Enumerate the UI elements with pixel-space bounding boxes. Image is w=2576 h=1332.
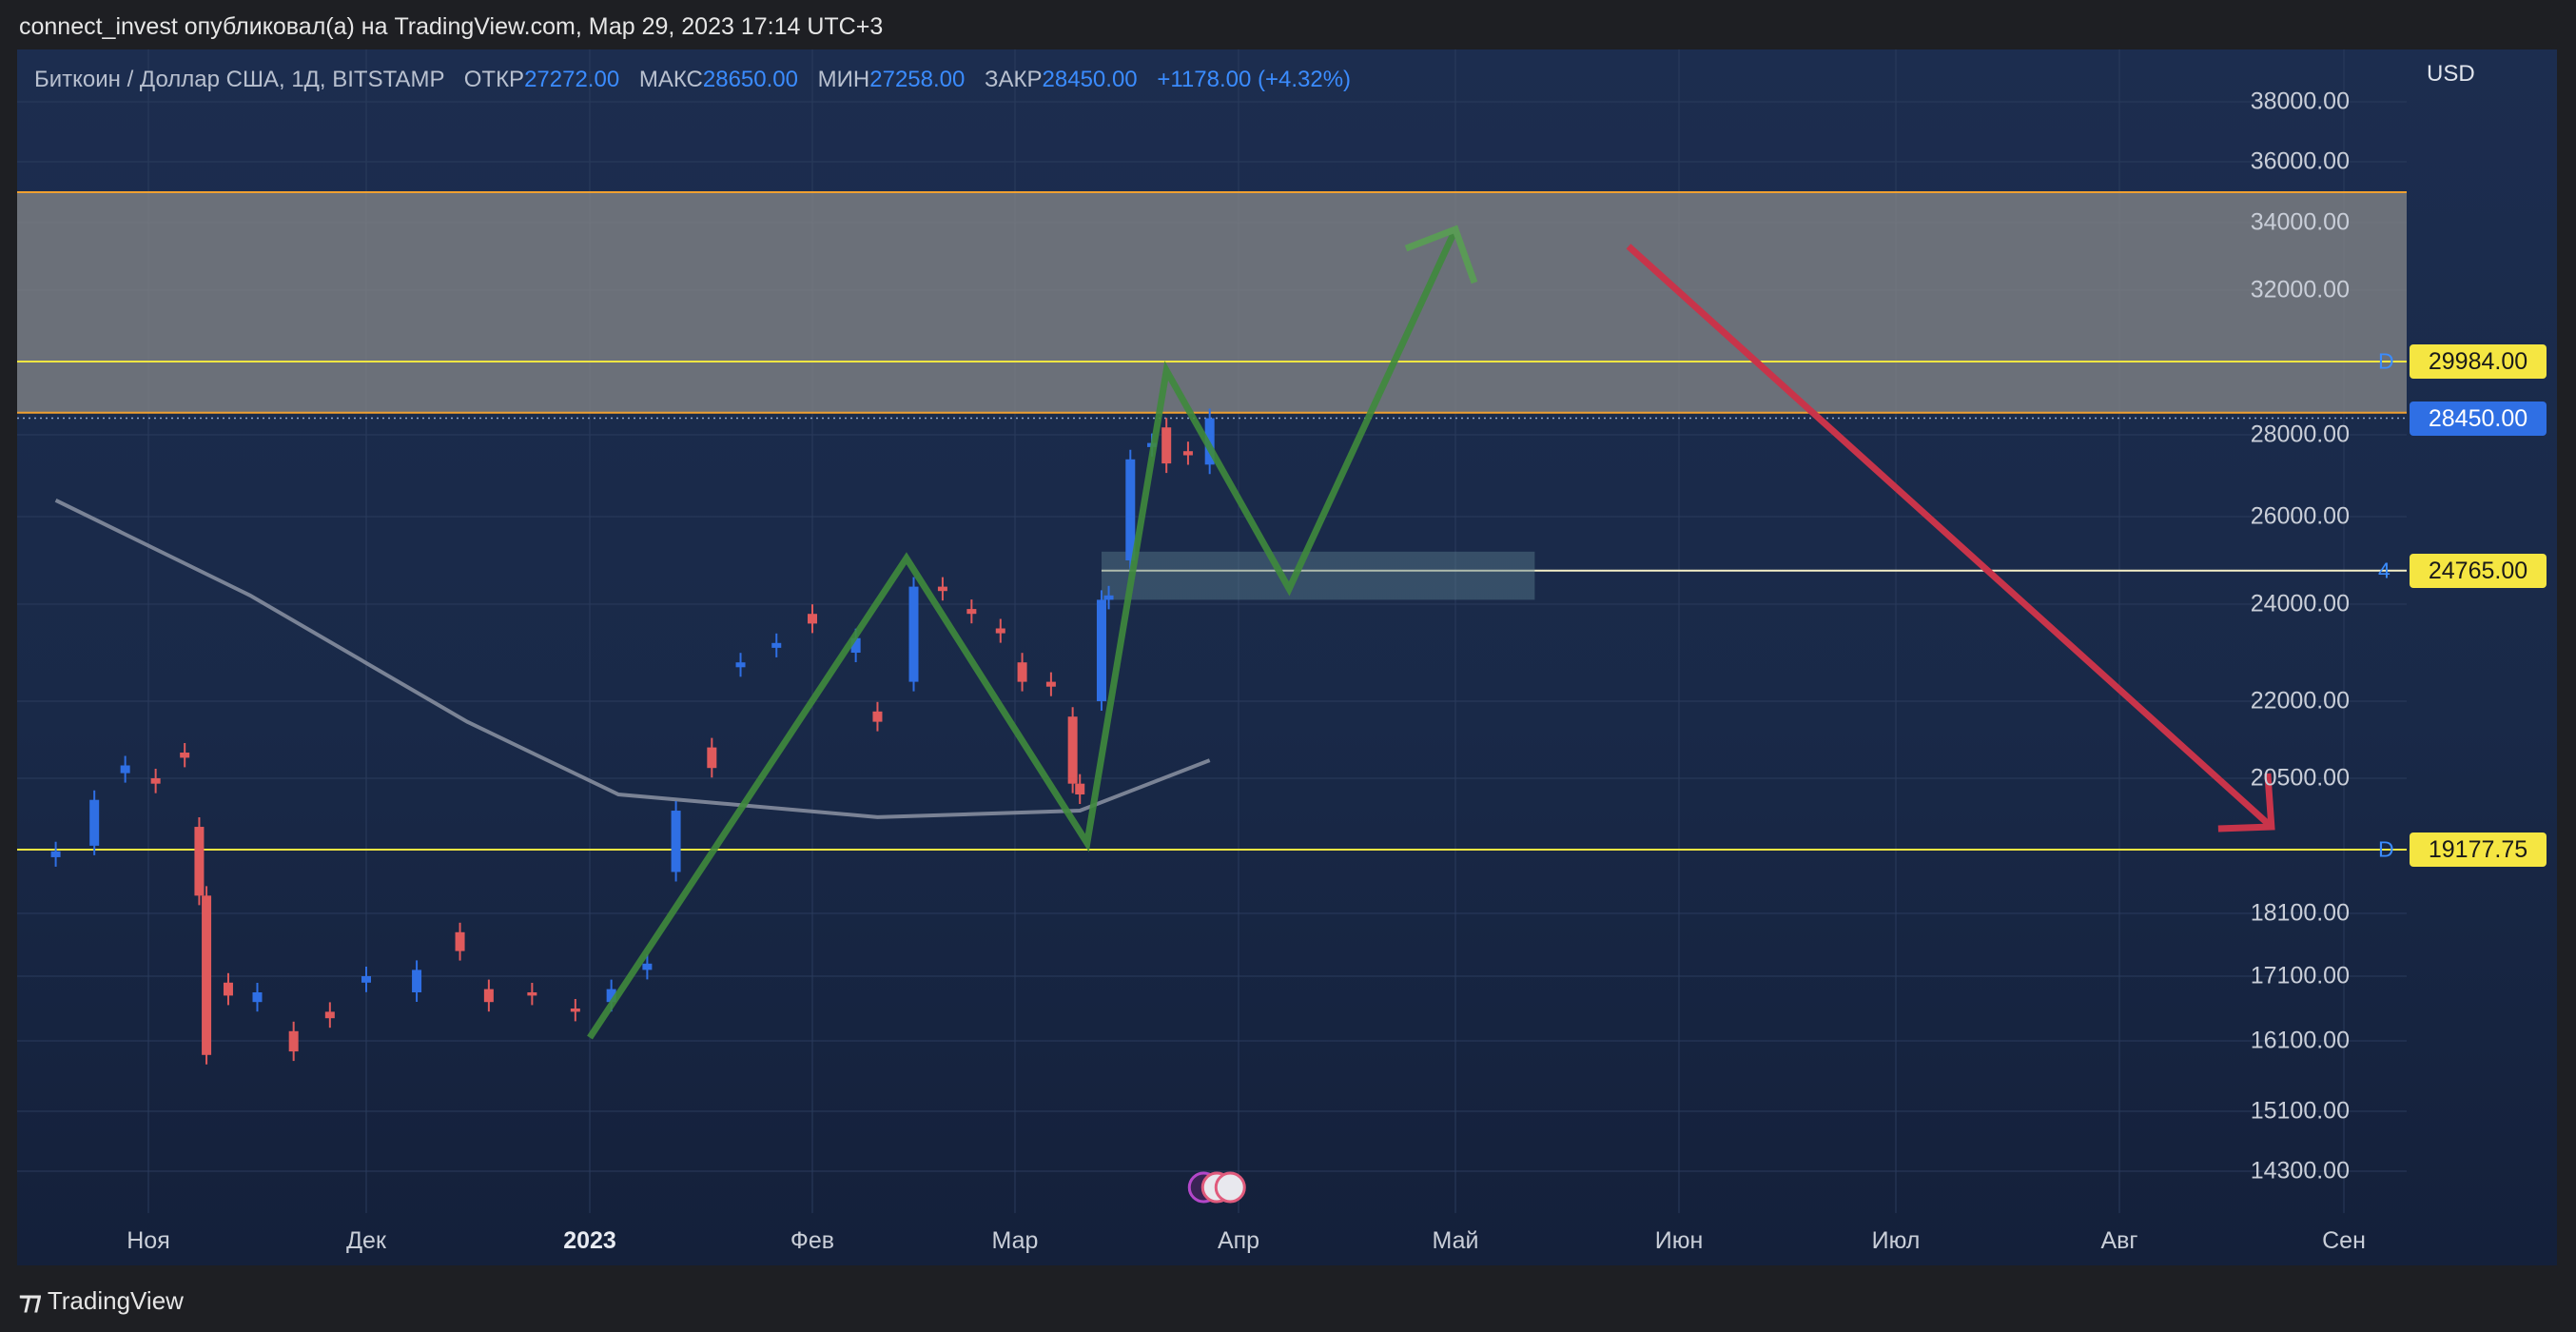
- forecast-path-green: [587, 227, 1459, 1040]
- time-tick-label: 2023: [563, 1227, 616, 1254]
- price-tick-label: 16100.00: [2250, 1027, 2350, 1054]
- price-tick-label: 28000.00: [2250, 421, 2350, 448]
- tradingview-logo-icon: ⁊⁊: [19, 1286, 42, 1315]
- candle-body: [483, 989, 494, 1003]
- candle-body: [872, 711, 883, 722]
- candle-body: [412, 970, 422, 992]
- time-tick-label: Июн: [1654, 1227, 1704, 1254]
- time-tick-label: Дек: [346, 1227, 386, 1254]
- price-tag: 24765.00: [2410, 553, 2547, 588]
- time-tick-label: Май: [1432, 1227, 1479, 1254]
- close-label: ЗАКР: [985, 67, 1043, 92]
- candle-body: [966, 609, 977, 615]
- publisher-caption: connect_invest опубликовал(а) на Trading…: [19, 13, 884, 40]
- symbol-title: Биткоин / Доллар США, 1Д, BITSTAMP: [34, 67, 445, 92]
- price-tick-label: 34000.00: [2250, 208, 2350, 236]
- time-tick-label: Ноя: [127, 1227, 170, 1254]
- candle-body: [202, 895, 212, 1055]
- forecast-arrow-red: [1626, 244, 2274, 830]
- resistance-zone: [17, 192, 2407, 413]
- candle-body: [1125, 459, 1136, 560]
- low-label: МИН: [817, 67, 870, 92]
- low-value: 27258.00: [869, 67, 966, 92]
- candle-body: [707, 747, 717, 769]
- footer-brand: TradingView: [47, 1286, 184, 1315]
- candle-body: [455, 931, 465, 951]
- us-flag-icon: [1214, 1171, 1246, 1204]
- forecast-arrowhead-green: [1404, 225, 1478, 284]
- candle-body: [150, 778, 161, 784]
- time-tick-label: Авг: [2100, 1227, 2138, 1254]
- candle-body: [180, 753, 190, 758]
- candle-body: [223, 982, 233, 996]
- price-tick-label: 26000.00: [2250, 502, 2350, 530]
- candle-body: [50, 851, 61, 857]
- candle-body: [642, 963, 653, 970]
- candle-body: [735, 662, 746, 668]
- price-tag: 19177.75: [2410, 832, 2547, 867]
- candle-body: [850, 637, 861, 653]
- forecast-arrowhead-red: [2217, 773, 2275, 832]
- candle-body: [527, 992, 537, 996]
- candle-body: [570, 1009, 580, 1012]
- price-tick-label: 17100.00: [2250, 962, 2350, 989]
- consolidation-box: [1101, 551, 1535, 600]
- currency-label[interactable]: USD: [2427, 61, 2475, 87]
- candle-body: [1017, 662, 1027, 682]
- price-tag-letter: D: [2378, 348, 2394, 374]
- candle-body: [995, 628, 1005, 634]
- moving-average-line: [54, 499, 1211, 819]
- price-tag: 29984.00: [2410, 344, 2547, 379]
- price-tag-letter: 4: [2378, 558, 2391, 583]
- time-tick-label: Апр: [1217, 1227, 1260, 1254]
- open-label: ОТКР: [463, 67, 525, 92]
- price-tick-label: 24000.00: [2250, 590, 2350, 617]
- candle-body: [1096, 599, 1106, 701]
- time-tick-label: Мар: [991, 1227, 1039, 1254]
- price-tick-label: 18100.00: [2250, 899, 2350, 927]
- candle-body: [671, 811, 681, 872]
- candle-body: [1103, 595, 1114, 600]
- footer[interactable]: ⁊⁊ TradingView: [19, 1286, 184, 1316]
- candle-body: [194, 827, 205, 896]
- time-tick-label: Июл: [1871, 1227, 1921, 1254]
- open-value: 27272.00: [524, 67, 620, 92]
- candle-body: [288, 1030, 299, 1052]
- candle-body: [361, 976, 371, 983]
- candle-body: [324, 1011, 335, 1019]
- price-tick-label: 14300.00: [2250, 1157, 2350, 1185]
- candle-body: [908, 586, 919, 682]
- price-tick-label: 32000.00: [2250, 276, 2350, 304]
- price-tick-label: 36000.00: [2250, 147, 2350, 175]
- candle-body: [1045, 681, 1056, 687]
- candle-body: [1161, 427, 1172, 464]
- price-tag: 28450.00: [2410, 401, 2547, 436]
- candle-body: [771, 642, 782, 648]
- price-tick-label: 20500.00: [2250, 764, 2350, 792]
- candle-body: [1067, 716, 1078, 784]
- price-tag-letter: D: [2378, 836, 2394, 862]
- high-value: 28650.00: [702, 67, 798, 92]
- candle-body: [937, 586, 947, 592]
- close-value: 28450.00: [1042, 67, 1138, 92]
- price-tick-label: 38000.00: [2250, 88, 2350, 115]
- price-tick-label: 15100.00: [2250, 1097, 2350, 1125]
- price-tick-label: 22000.00: [2250, 687, 2350, 715]
- candle-body: [252, 992, 263, 1003]
- candle-body: [808, 614, 817, 624]
- change-value: +1178.00 (+4.32%): [1157, 67, 1352, 92]
- symbol-legend[interactable]: Биткоин / Доллар США, 1Д, BITSTAMP ОТКР2…: [34, 67, 1351, 93]
- candle-body: [1182, 451, 1193, 456]
- high-label: МАКС: [638, 67, 703, 92]
- candle-body: [89, 799, 100, 846]
- candle-body: [606, 989, 616, 1003]
- candle-body: [1075, 783, 1085, 795]
- candle-body: [120, 765, 130, 774]
- time-tick-label: Фев: [790, 1227, 835, 1254]
- time-tick-label: Сен: [2322, 1227, 2366, 1254]
